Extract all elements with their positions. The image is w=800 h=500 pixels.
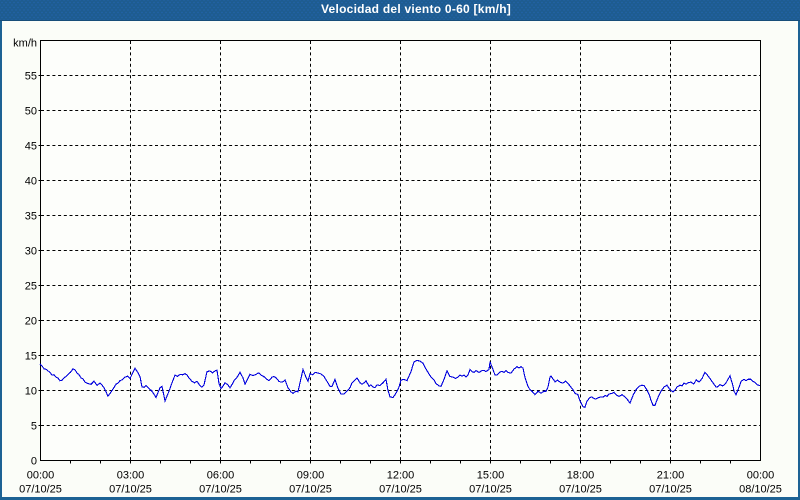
svg-text:03:00: 03:00 [117, 470, 145, 482]
svg-text:45: 45 [25, 141, 37, 153]
svg-text:55: 55 [25, 71, 37, 83]
svg-text:09:00: 09:00 [297, 470, 325, 482]
svg-text:07/10/25: 07/10/25 [379, 484, 422, 496]
svg-text:30: 30 [25, 246, 37, 258]
svg-text:00:00: 00:00 [27, 470, 55, 482]
svg-text:35: 35 [25, 211, 37, 223]
svg-text:15:00: 15:00 [477, 470, 505, 482]
svg-text:40: 40 [25, 176, 37, 188]
svg-text:20: 20 [25, 316, 37, 328]
svg-text:08/10/25: 08/10/25 [739, 484, 782, 496]
svg-text:18:00: 18:00 [567, 470, 595, 482]
svg-text:00:00: 00:00 [747, 470, 775, 482]
svg-text:15: 15 [25, 351, 37, 363]
svg-text:km/h: km/h [13, 38, 37, 50]
svg-text:07/10/25: 07/10/25 [109, 484, 152, 496]
svg-text:07/10/25: 07/10/25 [289, 484, 332, 496]
svg-text:50: 50 [25, 106, 37, 118]
svg-text:07/10/25: 07/10/25 [559, 484, 602, 496]
svg-text:10: 10 [25, 386, 37, 398]
svg-text:07/10/25: 07/10/25 [199, 484, 242, 496]
svg-text:06:00: 06:00 [207, 470, 235, 482]
svg-text:12:00: 12:00 [387, 470, 415, 482]
svg-text:21:00: 21:00 [657, 470, 685, 482]
svg-text:07/10/25: 07/10/25 [469, 484, 512, 496]
svg-text:07/10/25: 07/10/25 [19, 484, 62, 496]
svg-text:0: 0 [31, 456, 37, 468]
svg-text:25: 25 [25, 281, 37, 293]
svg-text:5: 5 [31, 421, 37, 433]
svg-text:07/10/25: 07/10/25 [649, 484, 692, 496]
